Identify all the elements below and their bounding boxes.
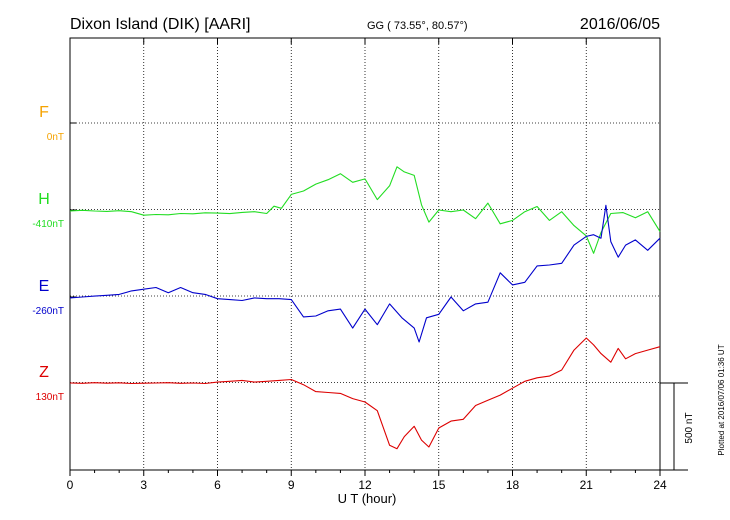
series-labels: F 0nT H -410nT E -260nT Z 130nT <box>32 104 76 403</box>
series-baseline-Z: 130nT <box>36 392 64 403</box>
scale-bar-label: 500 nT <box>684 412 695 443</box>
series-name-E: E <box>39 278 50 295</box>
series-line-E <box>69 204 661 343</box>
scale-bar: 500 nT <box>660 382 695 471</box>
plot-date: 2016/06/05 <box>580 16 660 33</box>
station-coordinates: GG ( 73.55°, 80.57°) <box>367 20 468 32</box>
x-tick-label: 18 <box>506 478 520 492</box>
x-tick-label: 6 <box>214 478 221 492</box>
x-tick-label: 0 <box>67 478 74 492</box>
series-line-Z <box>69 337 661 450</box>
plotted-timestamp: Plotted at 2016/07/06 01:36 UT <box>717 344 726 455</box>
grid <box>70 38 660 470</box>
series-name-Z: Z <box>39 364 49 381</box>
series-baseline-F: 0nT <box>47 132 64 143</box>
series-lines <box>69 166 661 450</box>
x-tick-label: 3 <box>140 478 147 492</box>
x-axis-ticks: 0 3 6 9 12 15 18 21 24 <box>67 38 667 492</box>
x-tick-label: 21 <box>580 478 594 492</box>
series-name-H: H <box>38 191 50 208</box>
x-tick-label: 12 <box>358 478 372 492</box>
station-title: Dixon Island (DIK) [AARI] <box>70 16 251 33</box>
series-line-H <box>69 166 661 254</box>
series-name-F: F <box>39 104 49 121</box>
series-baseline-E: -260nT <box>32 306 64 317</box>
series-baseline-H: -410nT <box>32 219 64 230</box>
x-tick-label: 9 <box>288 478 295 492</box>
x-tick-label: 24 <box>653 478 667 492</box>
x-tick-label: 15 <box>432 478 446 492</box>
x-axis-label: U T (hour) <box>338 491 397 506</box>
